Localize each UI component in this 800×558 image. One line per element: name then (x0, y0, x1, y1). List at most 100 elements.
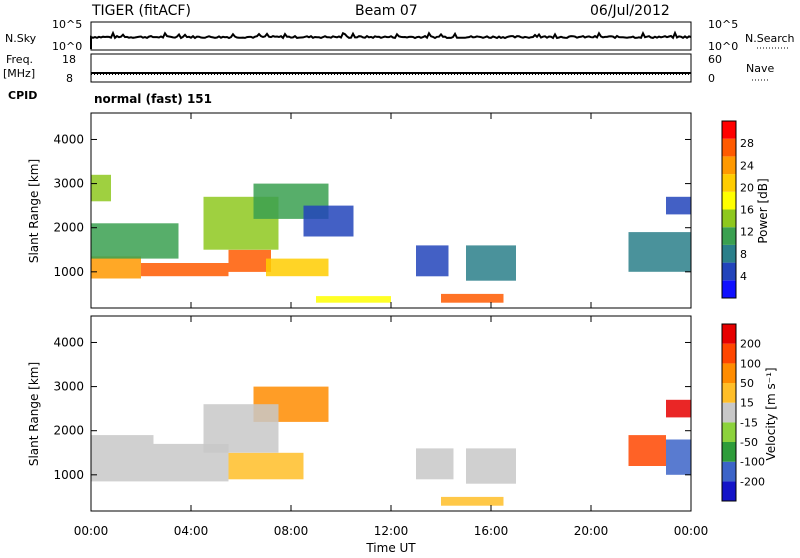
blob-13 (628, 232, 691, 272)
blob-2 (228, 452, 304, 480)
colorbar-tick-1: 100 (740, 357, 761, 370)
colorbar-tick-6: 4 (740, 270, 747, 283)
ytick-label-0: 1000 (53, 265, 84, 279)
blob-1 (141, 263, 229, 277)
colorbar-tick-2: 20 (740, 181, 754, 194)
nsky-label: N.Sky (5, 32, 37, 45)
freq-tick-top: 18 (62, 53, 76, 66)
colorbar-swatch-5 (722, 191, 736, 210)
blob-8 (303, 205, 354, 237)
blob-0 (91, 256, 141, 279)
ytick-label-3: 4000 (53, 335, 84, 349)
colorbar-swatch-3 (722, 422, 736, 442)
ytick-label-2: 3000 (53, 380, 84, 394)
colorbar-swatch-0 (722, 280, 736, 298)
colorbar-tick-3: 15 (740, 397, 754, 410)
velocity-axes: 1000 2000 3000 4000 (53, 316, 692, 511)
colorbar-swatch-0 (722, 481, 736, 501)
blob-4 (203, 404, 279, 453)
colorbar-swatch-2 (722, 442, 736, 462)
beam-title: Beam 07 (355, 3, 418, 19)
blob-10 (466, 245, 516, 281)
colorbar-tick-7: -200 (740, 475, 765, 488)
x-axis-ticks: 00:00 04:00 08:00 12:00 16:00 20:00 00:00 (74, 524, 709, 538)
nave-tick-bottom: 0 (708, 72, 715, 85)
colorbar-frame (721, 323, 737, 502)
colorbar-swatch-8 (722, 324, 736, 344)
ytick-label-1: 2000 (53, 221, 84, 235)
xtick-label-3: 12:00 (374, 524, 409, 538)
colorbar-swatch-4 (722, 209, 736, 228)
velocity-heatmap (91, 386, 691, 506)
nsearch-tick-bottom: 10^0 (708, 40, 738, 53)
colorbar-swatch-2 (722, 244, 736, 263)
colorbar-swatch-5 (722, 383, 736, 403)
blob-11 (441, 293, 504, 303)
colorbar-swatch-9 (722, 121, 736, 139)
freq-unit: [MHz] (3, 67, 35, 80)
colorbar-frame (721, 120, 737, 299)
blob-3 (266, 258, 329, 277)
power-axes: 1000 2000 3000 4000 (53, 113, 692, 308)
blob-6 (466, 448, 516, 484)
colorbar-swatch-3 (722, 227, 736, 245)
power-heatmap (91, 174, 691, 303)
blob-9 (416, 245, 449, 277)
blob-2 (228, 249, 271, 272)
xtick-label-6: 00:00 (674, 524, 709, 538)
xtick-label-4: 16:00 (474, 524, 509, 538)
blob-12 (316, 296, 391, 303)
cpid-label: CPID (8, 89, 37, 102)
date-title: 06/Jul/2012 (590, 3, 670, 19)
blob-0 (91, 435, 154, 482)
xtick-label-0: 00:00 (74, 524, 109, 538)
power-ylabel: Slant Range [km] (27, 159, 41, 263)
colorbar-tick-5: -50 (740, 436, 758, 449)
station-title: TIGER (fitACF) (91, 3, 191, 19)
colorbar-swatch-6 (722, 174, 736, 192)
nsearch-label: N.Search (745, 32, 795, 45)
blob-7 (91, 174, 111, 202)
ytick-label-0: 1000 (53, 468, 84, 482)
blob-10 (666, 399, 691, 418)
ytick-label-1: 2000 (53, 424, 84, 438)
nsky-tick-top: 10^5 (52, 18, 82, 31)
colorbar-swatch-1 (722, 262, 736, 281)
velocity-ylabel: Slant Range [km] (27, 362, 41, 466)
velocity-colorbar-label: Velocity [m s⁻¹] (764, 367, 778, 460)
xtick-label-1: 04:00 (174, 524, 209, 538)
ytick-label-2: 3000 (53, 177, 84, 191)
velocity-plot-frame (90, 315, 692, 512)
freq-label: Freq. (6, 53, 33, 66)
blob-7 (441, 496, 504, 506)
colorbar-swatch-8 (722, 138, 736, 157)
blob-14 (666, 196, 691, 215)
colorbar-tick-6: -100 (740, 456, 765, 469)
blob-4 (91, 223, 179, 259)
freq-tick-bottom: 8 (66, 72, 73, 85)
colorbar-tick-0: 28 (740, 137, 754, 150)
colorbar-tick-3: 16 (740, 204, 754, 217)
colorbar-tick-5: 8 (740, 248, 747, 261)
blob-5 (416, 448, 454, 480)
colorbar-swatch-4 (722, 402, 736, 423)
xtick-label-5: 20:00 (574, 524, 609, 538)
colorbar-tick-0: 200 (740, 338, 761, 351)
x-axis-label: Time UT (365, 541, 416, 554)
nsky-tick-bottom: 10^0 (52, 40, 82, 53)
colorbar-tick-4: 12 (740, 226, 754, 239)
velocity-colorbar: 200 100 50 15 -15 -50 -100 -200 (721, 323, 765, 502)
colorbar-swatch-6 (722, 363, 736, 383)
colorbar-swatch-7 (722, 156, 736, 175)
colorbar-swatch-7 (722, 343, 736, 364)
freq-panel (90, 53, 692, 83)
colorbar-swatch-1 (722, 461, 736, 482)
colorbar-tick-4: -15 (740, 416, 758, 429)
power-colorbar-label: Power [dB] (756, 178, 770, 243)
xtick-label-2: 08:00 (274, 524, 309, 538)
blob-9 (666, 439, 691, 475)
cpid-text: normal (fast) 151 (94, 92, 212, 106)
nave-label: Nave (746, 62, 774, 75)
nsearch-tick-top: 10^5 (708, 18, 738, 31)
